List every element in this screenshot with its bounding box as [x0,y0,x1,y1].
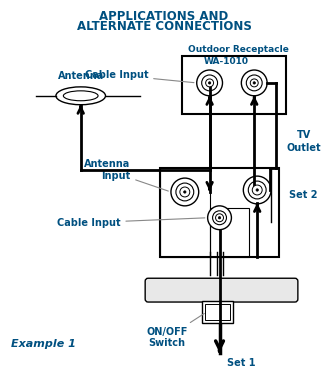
Circle shape [253,82,255,84]
Bar [160,168,210,257]
Bar [160,168,279,257]
Text: ON/OFF
Switch: ON/OFF Switch [146,313,204,349]
Circle shape [171,178,199,206]
Text: WA-1010: WA-1010 [203,57,248,66]
Text: Cable Input: Cable Input [85,70,194,83]
Text: Example 1: Example 1 [11,339,76,349]
Text: APPLICATIONS AND: APPLICATIONS AND [99,9,229,23]
Ellipse shape [63,91,98,101]
Text: Antenna
Input: Antenna Input [84,160,168,191]
Bar [205,304,230,320]
Circle shape [248,181,266,199]
Circle shape [206,79,214,87]
Circle shape [184,191,186,193]
Circle shape [202,75,217,91]
Circle shape [215,214,223,222]
Circle shape [252,185,262,195]
Text: Cable Input: Cable Input [57,218,205,228]
Circle shape [208,206,231,230]
Text: TV
Outlet: TV Outlet [287,130,321,153]
Circle shape [246,75,262,91]
Circle shape [218,217,221,219]
Circle shape [213,211,226,225]
Ellipse shape [56,87,106,105]
Circle shape [180,187,190,197]
Circle shape [241,70,267,96]
Text: Antenna: Antenna [58,71,104,81]
Text: Outdoor Receptacle: Outdoor Receptacle [189,45,289,54]
Circle shape [243,176,271,204]
Text: Set 1: Set 1 [227,358,256,367]
Text: Set 2: Set 2 [289,190,317,200]
Circle shape [197,70,222,96]
Text: ALTERNATE CONNECTIONS: ALTERNATE CONNECTIONS [77,20,251,33]
Bar [182,56,286,114]
FancyBboxPatch shape [145,278,298,302]
Circle shape [256,189,258,191]
Bar [202,301,233,323]
Circle shape [250,79,258,87]
Circle shape [176,183,194,201]
Circle shape [209,82,211,84]
Bar [210,208,249,257]
